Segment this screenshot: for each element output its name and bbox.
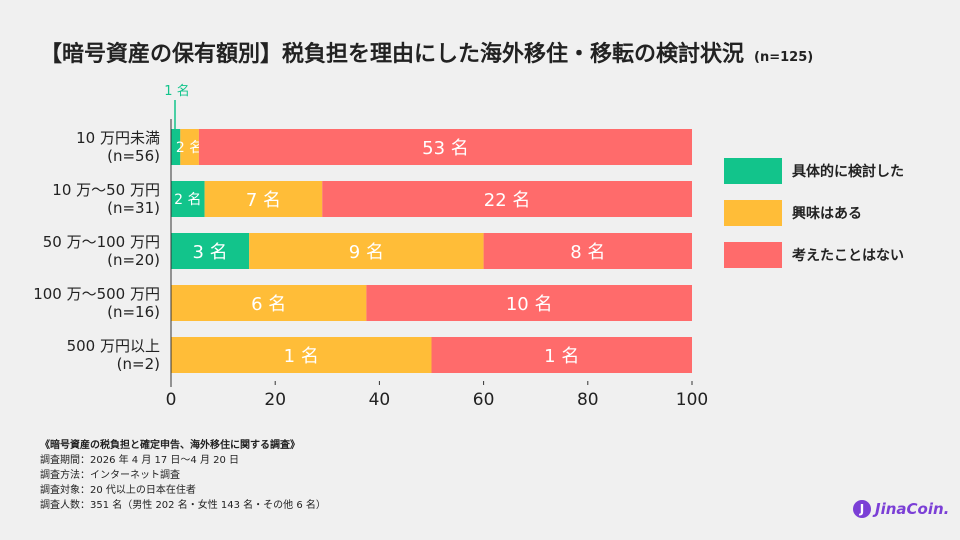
survey-method: 調査方法：インターネット調査 [40, 470, 180, 481]
survey-notes-heading: 《暗号資産の税負担と確定申告、海外移住に関する調査》 [40, 440, 300, 451]
category-label: 100 万～500 万円 [33, 285, 160, 303]
data-label-interested: 7 名 [246, 190, 281, 211]
x-tick-label: 0 [166, 390, 177, 410]
legend-swatch-concrete [724, 158, 782, 184]
data-label-never: 1 名 [544, 346, 579, 367]
data-label-interested: 9 名 [349, 242, 384, 263]
data-label-interested: 2 名 [176, 140, 203, 156]
data-label-concrete: 1 名 [164, 83, 189, 99]
x-tick-label: 40 [369, 390, 391, 410]
category-label: 50 万～100 万円 [43, 233, 160, 251]
legend: 具体的に検討した 興味はある 考えたことはない [724, 158, 904, 284]
bar-segment-interested [171, 337, 432, 373]
legend-swatch-never [724, 242, 782, 268]
bar-segment-interested [171, 285, 367, 321]
legend-item-interested: 興味はある [724, 200, 904, 226]
legend-label-interested: 興味はある [792, 206, 862, 222]
category-sample-label: (n=56) [107, 147, 160, 165]
survey-notes: 《暗号資産の税負担と確定申告、海外移住に関する調査》 調査期間：2026 年 4… [40, 438, 326, 513]
legend-label-concrete: 具体的に検討した [792, 164, 904, 180]
bar-segment-never [198, 129, 693, 165]
bar-segment-never [483, 233, 692, 269]
chart-title: 【暗号資産の保有額別】税負担を理由にした海外移住・移転の検討状況 (n=125) [40, 36, 813, 68]
survey-period: 調査期間：2026 年 4 月 17 日～4 月 20 日 [40, 455, 240, 466]
legend-item-concrete: 具体的に検討した [724, 158, 904, 184]
survey-target: 調査対象：20 代以上の日本在住者 [40, 485, 196, 496]
x-tick-label: 20 [264, 390, 286, 410]
jinacoin-logo: J JinaCoin. [853, 500, 949, 518]
sample-size: (n=125) [754, 50, 814, 65]
data-label-never: 10 名 [506, 294, 553, 315]
legend-item-never: 考えたことはない [724, 242, 904, 268]
bar-segment-concrete [171, 181, 205, 217]
legend-label-never: 考えたことはない [792, 248, 904, 264]
data-label-concrete: 2 名 [174, 192, 201, 208]
logo-text: JinaCoin. [875, 500, 950, 518]
bar-segment-never [322, 181, 692, 217]
category-sample-label: (n=20) [107, 251, 160, 269]
bar-segment-never [431, 337, 692, 373]
bar-segment-interested [249, 233, 484, 269]
logo-mark-icon: J [853, 500, 871, 518]
category-sample-label: (n=16) [107, 303, 160, 321]
bar-segment-interested [180, 129, 199, 165]
x-tick-label: 100 [676, 390, 708, 410]
bar-segment-concrete [171, 129, 181, 165]
chart-title-text: 【暗号資産の保有額別】税負担を理由にした海外移住・移転の検討状況 [40, 42, 745, 67]
category-sample-label: (n=2) [117, 355, 160, 373]
category-label: 10 万円未満 [76, 129, 160, 147]
data-label-interested: 6 名 [251, 294, 286, 315]
x-tick-label: 80 [577, 390, 599, 410]
data-label-concrete: 3 名 [192, 242, 227, 263]
legend-swatch-interested [724, 200, 782, 226]
category-sample-label: (n=31) [107, 199, 160, 217]
bar-segment-interested [204, 181, 323, 217]
x-tick-label: 60 [473, 390, 495, 410]
data-label-never: 22 名 [484, 190, 531, 211]
category-label: 500 万円以上 [67, 337, 160, 355]
data-label-interested: 1 名 [284, 346, 319, 367]
survey-count: 調査人数：351 名（男性 202 名・女性 143 名・その他 6 名） [40, 500, 326, 511]
bar-segment-concrete [171, 233, 250, 269]
bar-segment-never [366, 285, 692, 321]
category-label: 10 万～50 万円 [52, 181, 160, 199]
data-label-never: 8 名 [570, 242, 605, 263]
data-label-never: 53 名 [422, 138, 469, 159]
